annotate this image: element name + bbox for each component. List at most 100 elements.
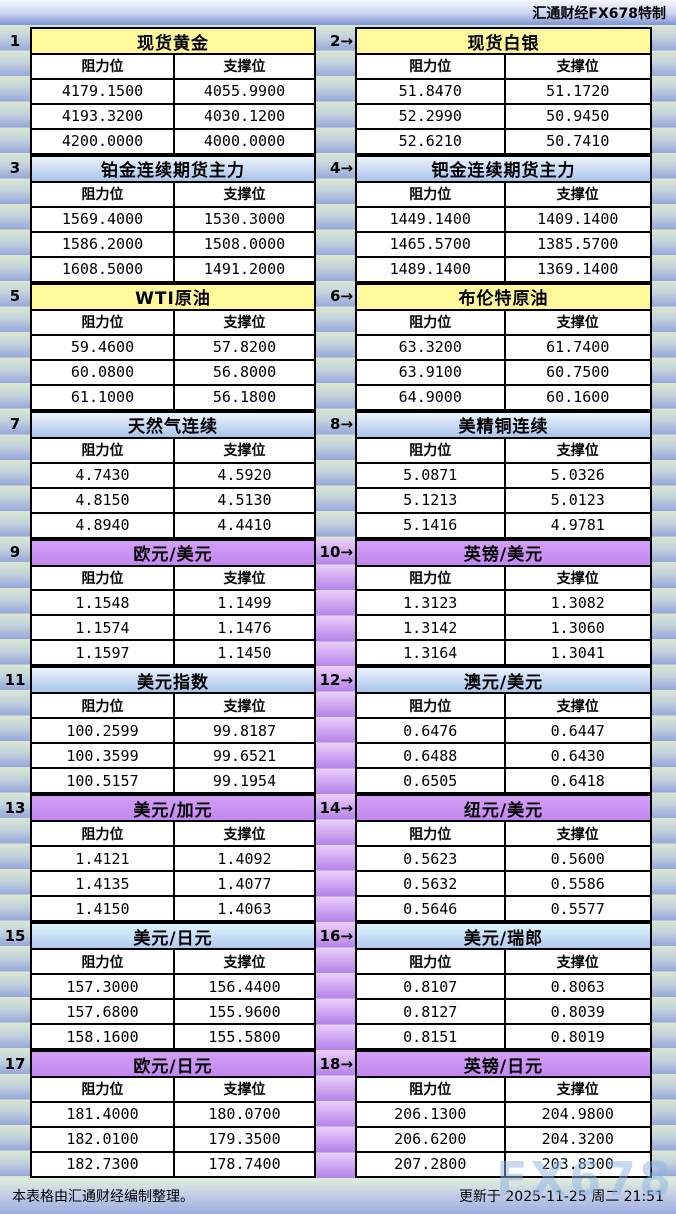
right-margin-column: [652, 922, 676, 1050]
price-table: 铂金连续期货主力 阻力位 支撑位 1569.4000 1530.3000 1586.200…: [30, 154, 316, 283]
support-value: 4.4410: [173, 513, 314, 537]
support-value: 50.9450: [503, 104, 651, 128]
resistance-header: 阻力位: [409, 698, 452, 715]
resistance-value: 158.1600: [66, 1027, 139, 1046]
resistance-header: 阻力位: [81, 698, 124, 715]
resistance-header: 阻力位: [81, 954, 124, 971]
table-title: 铂金连续期货主力: [32, 156, 314, 183]
support-value: 180.0700: [173, 1102, 314, 1126]
table-title: WTI原油: [32, 284, 314, 311]
resistance-value: 1465.5700: [389, 235, 471, 254]
footer: 本表格由汇通财经编制整理。 更新于 2025-11-25 周二 21:51: [0, 1178, 676, 1214]
support-value: 1369.1400: [503, 257, 651, 281]
left-margin-column: 7: [0, 411, 30, 539]
table-header-row: 阻力位 支撑位: [357, 310, 650, 334]
table-row: 4.7430 4.5920: [32, 461, 314, 487]
table-row: 1449.1400 1409.1400: [357, 205, 650, 231]
table-row: 1569.4000 1530.3000: [32, 205, 314, 231]
left-margin-column: 13: [0, 794, 30, 922]
price-table: 澳元/美元 阻力位 支撑位 0.6476 0.6447 0.6488 0.6430 0.650…: [355, 666, 652, 795]
table-title: 欧元/美元: [32, 540, 314, 567]
support-value: 1.4092: [173, 847, 314, 871]
support-header: 支撑位: [173, 950, 314, 974]
right-margin-column: [652, 27, 676, 155]
support-value: 1.3041: [503, 641, 651, 665]
resistance-value: 182.0100: [66, 1130, 139, 1149]
resistance-value: 4.8150: [75, 491, 130, 510]
resistance-value: 1586.2000: [61, 235, 144, 254]
support-value: 1491.2000: [173, 257, 314, 281]
row-number-label: 17: [4, 1054, 26, 1073]
row-number-label: 15: [4, 926, 26, 945]
mid-divider-column: 12→: [316, 666, 355, 795]
resistance-value: 60.0800: [70, 363, 135, 382]
support-value: 155.5800: [173, 1025, 314, 1048]
price-table: 美元/加元 阻力位 支撑位 1.4121 1.4092 1.4135 1.4077 1.415…: [30, 794, 316, 923]
table-header-row: 阻力位 支撑位: [357, 1078, 650, 1101]
arrow-number-label: 18→: [319, 1054, 353, 1073]
left-margin-column: 9: [0, 539, 30, 667]
table-row: 60.0800 56.8000: [32, 358, 314, 384]
block-row: 7 天然气连续 阻力位 支撑位 4.7430 4.5920 4.8150 4.5130 4.89…: [0, 410, 676, 539]
support-header: 支撑位: [173, 438, 314, 462]
table-row: 157.6800 155.9600: [32, 998, 314, 1024]
table-header-row: 阻力位 支撑位: [357, 694, 650, 718]
resistance-value: 5.1416: [403, 516, 458, 535]
table-row: 4.8940 4.4410: [32, 511, 314, 537]
left-margin-column: 3: [0, 155, 30, 283]
support-header: 支撑位: [173, 694, 314, 718]
resistance-value: 0.6476: [403, 721, 458, 740]
table-row: 61.1000 56.1800: [32, 383, 314, 409]
table-row: 207.2800 203.8300: [357, 1150, 650, 1176]
table-row: 51.8470 51.1720: [357, 77, 650, 103]
row-number-label: 1: [9, 31, 21, 50]
table-header-row: 阻力位 支撑位: [32, 310, 314, 334]
table-row: 1.4135 1.4077: [32, 870, 314, 896]
price-table: 英镑/日元 阻力位 支撑位 206.1300 204.9800 206.6200 204.3…: [355, 1050, 652, 1178]
resistance-value: 4200.0000: [61, 132, 144, 151]
table-row: 0.6488 0.6430: [357, 742, 650, 768]
support-value: 4.5920: [173, 463, 314, 487]
resistance-header: 阻力位: [81, 1082, 124, 1099]
table-row: 100.2599 99.8187: [32, 717, 314, 743]
resistance-header: 阻力位: [409, 954, 452, 971]
mid-divider-column: 18→: [316, 1050, 355, 1178]
resistance-value: 0.5632: [403, 874, 458, 893]
table-header-row: 阻力位 支撑位: [32, 950, 314, 974]
arrow-number-label: 14→: [319, 798, 353, 817]
support-header: 支撑位: [173, 310, 314, 334]
support-value: 0.6418: [503, 769, 651, 793]
left-margin-column: 5: [0, 283, 30, 411]
table-header-row: 阻力位 支撑位: [32, 1078, 314, 1101]
resistance-value: 5.0871: [403, 466, 458, 485]
table-title: 布伦特原油: [357, 284, 650, 311]
table-row: 1.4150 1.4063: [32, 895, 314, 921]
arrow-number-label: 2→: [329, 31, 353, 50]
support-value: 1.3082: [503, 591, 651, 615]
table-row: 1608.5000 1491.2000: [32, 255, 314, 281]
resistance-value: 100.3599: [66, 746, 139, 765]
support-header: 支撑位: [503, 55, 651, 78]
table-row: 206.1300 204.9800: [357, 1100, 650, 1126]
resistance-value: 1449.1400: [389, 210, 471, 229]
support-value: 1385.5700: [503, 232, 651, 256]
resistance-value: 4193.3200: [61, 107, 144, 126]
table-row: 63.3200 61.7400: [357, 333, 650, 359]
left-margin-column: 15: [0, 922, 30, 1050]
price-table: 美元/瑞郎 阻力位 支撑位 0.8107 0.8063 0.8127 0.8039 0.815…: [355, 922, 652, 1050]
resistance-value: 181.4000: [66, 1105, 139, 1124]
support-value: 60.1600: [503, 385, 651, 409]
resistance-value: 0.6505: [403, 771, 458, 790]
resistance-value: 64.9000: [398, 388, 462, 407]
resistance-value: 206.1300: [394, 1105, 467, 1124]
resistance-value: 1.3142: [403, 618, 458, 637]
price-table: WTI原油 阻力位 支撑位 59.4600 57.8200 60.0800 56.8000 6…: [30, 282, 316, 411]
support-header: 支撑位: [503, 566, 651, 590]
row-number-label: 3: [9, 159, 21, 178]
resistance-value: 4.8940: [75, 516, 130, 535]
top-bar: 汇通财经FX678特制: [0, 0, 676, 25]
table-title: 欧元/日元: [32, 1052, 314, 1078]
support-value: 204.3200: [503, 1127, 651, 1151]
table-title: 现货白银: [357, 29, 650, 55]
table-title: 澳元/美元: [357, 668, 650, 695]
